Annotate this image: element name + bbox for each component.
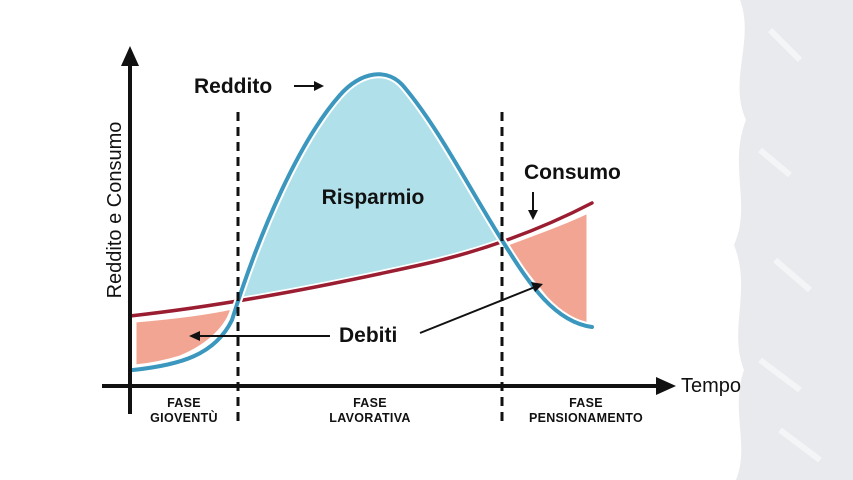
phase-retirement-line2: PENSIONAMENTO (529, 411, 643, 425)
income-curve-line (131, 72, 594, 372)
background-texture-streaks (758, 27, 822, 463)
debts-arrow-right (419, 286, 536, 334)
background-texture (734, 0, 853, 480)
x-axis-label: Tempo (681, 375, 741, 397)
y-axis-arrow (121, 46, 139, 66)
phase-working-line1: FASE (353, 396, 387, 410)
y-axis-label: Reddito e Consumo (104, 122, 126, 299)
consumption-arrow-head (528, 210, 538, 220)
phase-youth-line1: FASE (167, 396, 201, 410)
consumption-label: Consumo (524, 161, 621, 184)
phase-working-line2: LAVORATIVA (329, 411, 410, 425)
debts-arrow-left-head (189, 331, 200, 341)
savings-label: Risparmio (322, 186, 425, 209)
debts-label: Debiti (339, 324, 397, 347)
phase-youth-line2: GIOVENTÙ (150, 410, 218, 425)
income-arrow-head (314, 81, 324, 91)
x-axis-arrow (656, 377, 676, 395)
phase-retirement-line1: FASE (569, 396, 603, 410)
debts-arrow-right-head (531, 282, 543, 292)
consumption-curve-line (128, 201, 594, 318)
income-label: Reddito (194, 75, 272, 98)
